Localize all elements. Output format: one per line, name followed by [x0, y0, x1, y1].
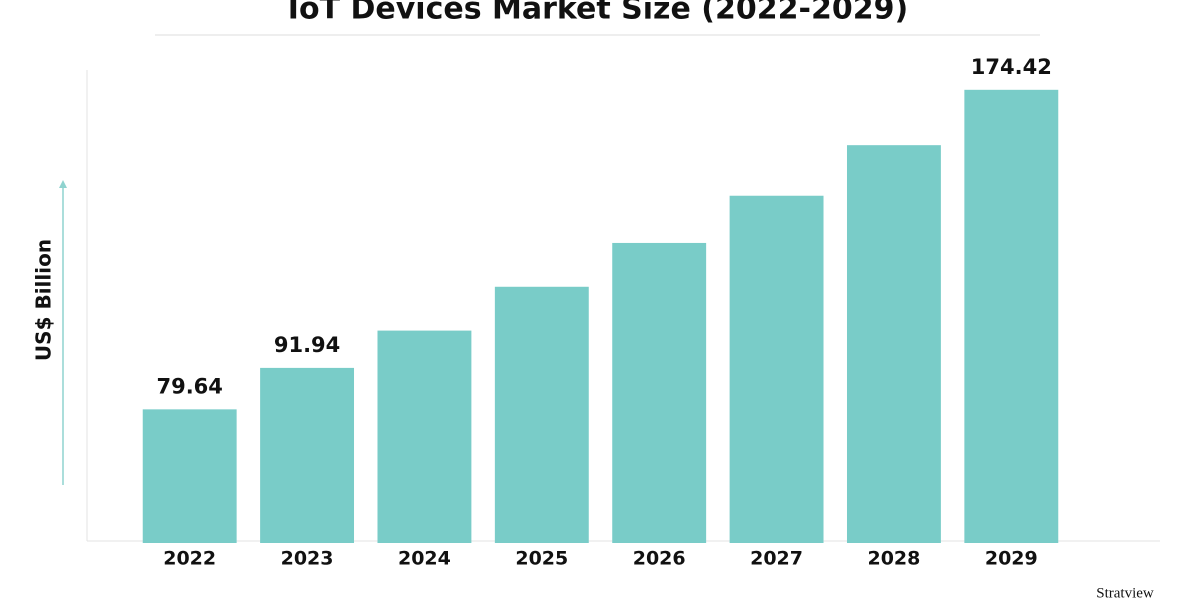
- y-axis-arrowhead: [59, 180, 67, 188]
- x-tick-label: 2026: [633, 548, 686, 570]
- y-axis-label: US$ Billion: [32, 239, 56, 361]
- bar: [494, 286, 589, 543]
- bar: [377, 330, 472, 543]
- bar: [964, 89, 1059, 544]
- bar: [729, 195, 824, 543]
- x-tick-label: 2028: [867, 548, 920, 570]
- bar: [846, 145, 941, 543]
- logo: Stratview: [1096, 585, 1154, 600]
- bar: [612, 242, 707, 543]
- x-tick-label: 2025: [515, 548, 568, 570]
- x-tick-label: 2022: [163, 548, 216, 570]
- x-tick-label: 2027: [750, 548, 803, 570]
- chart-title: IoT Devices Market Size (2022-2029): [288, 0, 908, 27]
- x-tick-label: 2023: [281, 548, 334, 570]
- bar: [260, 367, 355, 543]
- x-tick-label: 2029: [985, 548, 1038, 570]
- x-tick-label: 2024: [398, 548, 451, 570]
- value-label: 174.42: [971, 55, 1052, 79]
- value-label: 91.94: [274, 333, 340, 357]
- value-label: 79.64: [156, 374, 222, 398]
- bar: [142, 409, 237, 543]
